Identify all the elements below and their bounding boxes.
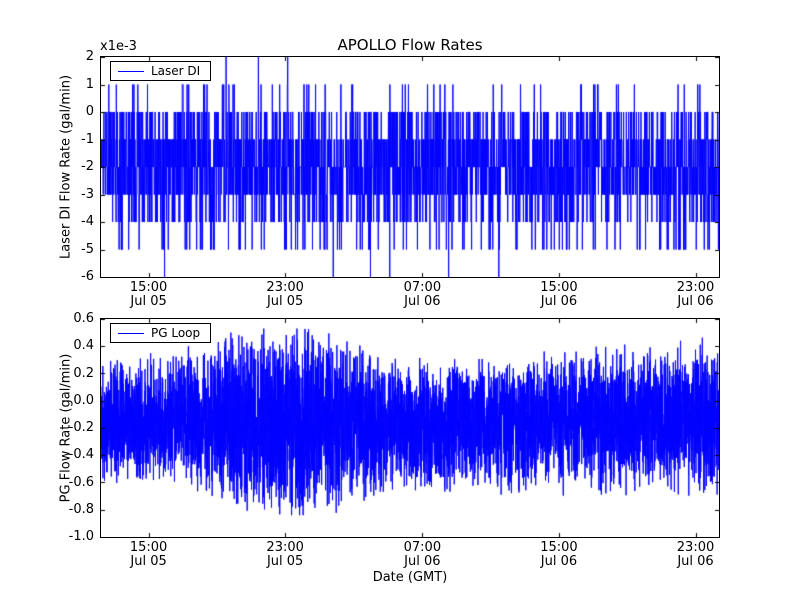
- y-tick-label: -4: [81, 214, 94, 229]
- chart-title: APOLLO Flow Rates: [337, 36, 483, 54]
- legend-laser-di: Laser DI: [110, 61, 212, 81]
- x-tick-label: 07:00 Jul 06: [403, 280, 442, 309]
- legend-pg-loop: PG Loop: [110, 323, 212, 343]
- x-tick-label: 23:00 Jul 06: [676, 280, 715, 309]
- legend-line-sample: [118, 70, 144, 72]
- pg-loop-plot-area: PG Loop: [100, 318, 720, 538]
- y-tick-label: 0.0: [73, 392, 94, 408]
- legend-line-sample: [118, 332, 144, 334]
- y-tick-label: -0.4: [68, 447, 94, 463]
- legend-label-pg-loop: PG Loop: [151, 326, 201, 340]
- y-tick-label: -0.6: [68, 474, 94, 490]
- x-tick-label: 15:00 Jul 05: [129, 540, 168, 569]
- x-axis-label: Date (GMT): [372, 570, 448, 585]
- y-tick-label: -1.0: [68, 529, 94, 544]
- y-tick-label: -0.8: [68, 501, 94, 517]
- laser-di-plot-area: Laser DI: [100, 56, 720, 278]
- x-tick-label: 15:00 Jul 06: [540, 280, 578, 309]
- y-axis-offset-text: x1e-3: [100, 39, 137, 54]
- y-tick-label: 0.6: [73, 311, 94, 326]
- y-axis-label-laser-di: Laser DI Flow Rate (gal/min): [58, 74, 74, 260]
- y-tick-label: 2: [85, 49, 94, 64]
- y-tick-label: 0: [85, 104, 94, 119]
- y-tick-label: 0.4: [73, 338, 94, 354]
- x-tick-label: 15:00 Jul 06: [540, 540, 578, 569]
- y-tick-label: -5: [81, 241, 94, 257]
- pg-loop-series-line: [101, 319, 719, 537]
- x-tick-label: 23:00 Jul 06: [676, 540, 715, 569]
- y-tick-label: -2: [81, 159, 94, 174]
- x-tick-label: 15:00 Jul 05: [129, 280, 168, 309]
- x-tick-label: 23:00 Jul 05: [266, 540, 304, 569]
- y-tick-label: -0.2: [68, 420, 94, 435]
- legend-label-laser-di: Laser DI: [151, 64, 201, 78]
- y-tick-label: -3: [81, 186, 94, 202]
- y-tick-label: 0.2: [73, 365, 94, 381]
- y-tick-label: -6: [81, 269, 94, 284]
- laser-di-series-line: [101, 57, 719, 277]
- x-tick-label: 07:00 Jul 06: [403, 540, 442, 569]
- y-tick-label: -1: [81, 131, 94, 147]
- x-tick-label: 23:00 Jul 05: [266, 280, 304, 309]
- y-tick-label: 1: [85, 76, 94, 92]
